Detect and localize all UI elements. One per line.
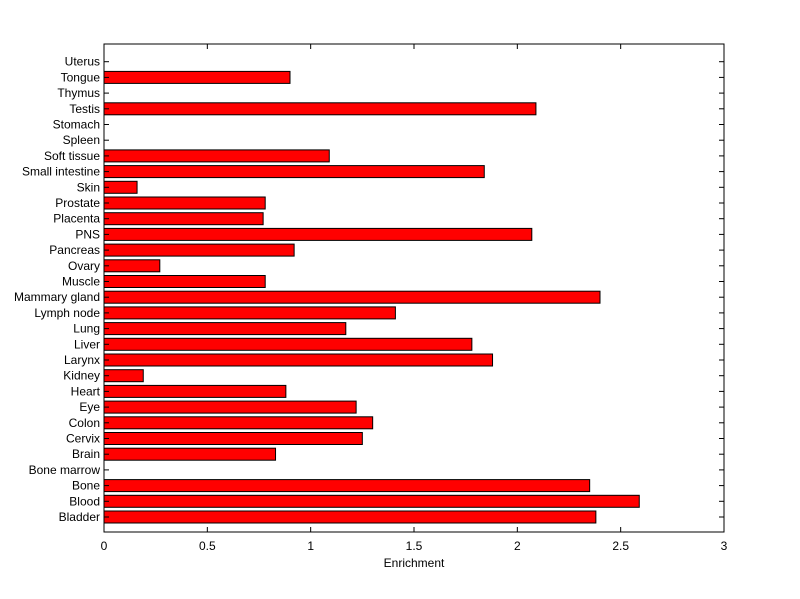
x-tick-label: 0 [101,539,108,553]
bar-cervix [103,432,363,445]
y-tick-label: Ovary [68,259,100,273]
bar-pancreas [103,243,295,257]
y-tick-label: Small intestine [22,165,100,179]
bar-testis [103,102,537,116]
bars-layer [103,70,640,524]
bar-eye [103,400,357,414]
x-tick-label: 1 [307,539,314,553]
y-tick-label: Stomach [53,118,100,132]
bar-lymph-node [103,306,396,320]
ticks-layer [103,44,725,532]
bar-prostate [103,196,266,210]
y-tick-label: Skin [77,180,100,194]
bar-ovary [103,259,161,273]
x-axis-title: Enrichment [384,556,445,570]
bar-muscle [103,275,266,288]
bar-brain [103,447,277,461]
y-tick-label: Heart [71,384,101,398]
y-tick-label: Larynx [64,353,100,367]
y-tick-label: Bladder [59,510,100,524]
y-tick-label: Muscle [62,275,100,289]
y-tick-label: Thymus [57,86,100,100]
y-tick-label: Lymph node [34,306,100,320]
x-tick-label: 2.5 [612,539,629,553]
y-tick-label: Blood [69,494,100,508]
bar-mammary-gland [103,290,601,304]
y-tick-label: Liver [74,337,100,351]
y-tick-label: Testis [69,102,100,116]
bar-bone [103,479,591,493]
bar-larynx [103,353,494,367]
x-tick-label: 3 [721,539,728,553]
y-tick-label: PNS [75,227,100,241]
y-tick-label: Spleen [63,133,100,147]
y-tick-label: Colon [69,416,100,430]
y-tick-label: Placenta [53,212,100,226]
bar-placenta [103,212,264,226]
bar-soft-tissue [103,149,330,163]
x-tick-label: 1.5 [406,539,423,553]
y-tick-label: Kidney [63,369,100,383]
y-tick-label: Prostate [55,196,100,210]
y-tick-label: Mammary gland [14,290,100,304]
bar-kidney [103,369,144,383]
y-tick-label: Eye [79,400,100,414]
bar-tongue [103,70,291,84]
x-tick-label: 0.5 [199,539,216,553]
y-tick-label: Lung [73,322,100,336]
y-tick-label: Bone marrow [29,463,101,477]
bar-blood [103,494,640,508]
bar-small-intestine [103,165,485,179]
bar-bladder [103,510,597,524]
x-tick-label: 2 [514,539,521,553]
y-tick-label: Cervix [66,432,100,446]
y-tick-label: Bone [72,479,100,493]
bar-heart [103,384,287,398]
y-tick-label: Soft tissue [44,149,100,163]
plot-frame [103,43,725,533]
y-tick-label: Pancreas [49,243,100,257]
bar-pns [103,227,533,241]
y-tick-label: Uterus [65,55,100,69]
bar-liver [103,337,473,351]
bar-colon [103,416,374,430]
y-tick-label: Brain [72,447,100,461]
bar-lung [103,322,347,336]
y-tick-label: Tongue [61,70,101,84]
